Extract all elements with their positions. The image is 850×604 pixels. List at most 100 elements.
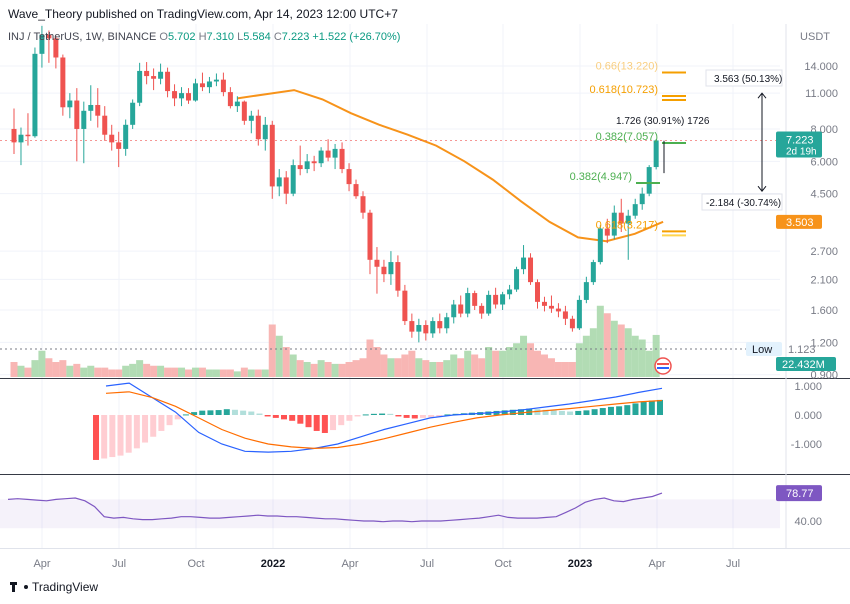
candle-body — [590, 262, 596, 283]
candle-body — [172, 91, 178, 99]
low-value: 5.584 — [243, 31, 271, 43]
volume-bar — [122, 365, 130, 377]
candle-body — [632, 204, 638, 216]
candle-body — [32, 53, 38, 137]
volume-bar — [178, 367, 186, 377]
candle-body — [241, 101, 247, 121]
candle-body — [437, 321, 443, 329]
macd-histogram-bar — [248, 411, 255, 415]
volume-bar — [310, 363, 318, 377]
volume-bar — [254, 369, 262, 377]
volume-bar — [485, 347, 493, 377]
macd-histogram-bar — [142, 415, 149, 443]
axes: Apr Jul Oct 2022 Apr Jul Oct 2023 Apr Jul USDT 14.0… — [0, 24, 850, 570]
ema-price-value: 3.503 — [786, 217, 814, 229]
candle-body — [255, 115, 261, 140]
volume-bar — [554, 362, 562, 377]
candle-body — [597, 228, 603, 263]
x-tick-label: Oct — [187, 558, 204, 570]
macd-histogram-bar — [297, 415, 304, 424]
close-label: C — [273, 31, 282, 43]
volume-bar — [38, 350, 46, 377]
volume-bar — [261, 369, 269, 377]
measure-box — [701, 193, 783, 211]
candle-body — [213, 79, 219, 82]
macd-histogram-bar — [493, 410, 500, 415]
macd-histogram-bar — [354, 415, 361, 417]
dividends-flag-icon — [654, 357, 672, 375]
candle-body — [179, 93, 185, 99]
candle-body — [199, 83, 205, 88]
candle-body — [283, 177, 289, 194]
high-value: 7.310 — [206, 31, 235, 43]
brand-name: TradingView — [32, 580, 99, 594]
open-value: 5.702 — [167, 31, 196, 43]
volume-bar — [568, 362, 576, 377]
fib-level-label: 0.382(4.947) — [570, 171, 632, 183]
macd-histogram-bar — [133, 415, 140, 449]
candle-body — [395, 262, 401, 291]
candle-body — [220, 79, 226, 93]
rsi-tick-label: 40.00 — [794, 516, 822, 528]
candle-body — [521, 257, 527, 270]
macd-histogram-bar — [223, 409, 230, 415]
candle-body — [311, 161, 317, 164]
tradingview-dot-icon — [24, 585, 28, 589]
macd-tick-label: 0.000 — [794, 410, 822, 422]
macd-histogram-bar — [117, 415, 124, 456]
volume-bar — [164, 367, 172, 377]
rsi-pane[interactable] — [0, 492, 780, 529]
measure-arrow-head — [757, 185, 767, 193]
volume-bar — [240, 367, 248, 377]
volume-bar — [429, 362, 437, 377]
candle-body — [444, 317, 450, 329]
macd-histogram-bar — [101, 415, 108, 459]
candle-body — [430, 321, 436, 334]
volume-bar — [499, 350, 507, 377]
symbol-name[interactable]: INJ / TetherUS, 1W, BINANCE — [8, 31, 157, 43]
macd-line — [105, 382, 663, 453]
fib-level-label: 0.618(10.723) — [590, 84, 659, 96]
candle-body — [514, 269, 520, 290]
volume-bar — [143, 363, 151, 377]
rsi-line — [7, 492, 663, 523]
volume-bar — [212, 369, 220, 377]
candle-body — [353, 184, 359, 197]
volume-bar — [492, 350, 500, 377]
macd-histogram-bar — [550, 410, 557, 415]
candle-body — [262, 124, 268, 140]
volume-bar — [443, 360, 451, 377]
price-pane[interactable]: 0.66(13.220) 0.618(10.723) 0.382(7.057) 0.3… — [0, 25, 783, 377]
tradingview-brand[interactable]: TradingView — [10, 580, 98, 594]
volume-bar — [303, 362, 311, 377]
candle-body — [507, 289, 513, 295]
candle-body — [486, 294, 492, 314]
macd-histogram-bar — [109, 415, 116, 458]
x-tick-label: 2023 — [568, 558, 592, 570]
volume-bar — [66, 365, 74, 377]
macd-pane[interactable] — [93, 382, 663, 460]
ema-price-tag — [776, 214, 822, 229]
candle-body — [548, 305, 554, 309]
volume-bar — [150, 365, 158, 377]
volume-bar — [191, 367, 199, 377]
low-label: Low — [752, 344, 772, 356]
candle-body — [130, 102, 136, 125]
change-value: +1.522 (+26.70%) — [312, 31, 401, 43]
volume-bar — [31, 360, 39, 377]
volume-bar — [450, 354, 458, 377]
volume-bar — [373, 347, 381, 377]
open-label: O — [159, 31, 168, 43]
volume-bar — [471, 354, 479, 377]
candle-body — [625, 215, 631, 224]
y-tick-label: 4.500 — [810, 189, 838, 201]
volume-bar — [575, 343, 583, 377]
candle-body — [541, 301, 547, 306]
candle-body — [472, 293, 478, 306]
candle-body — [346, 169, 352, 185]
candle-body — [102, 115, 108, 135]
macd-histogram-bar — [158, 415, 165, 431]
fib-level-label: 0.618(3.217) — [596, 219, 658, 231]
x-tick-label: Jul — [112, 558, 126, 570]
volume-bar — [157, 365, 165, 377]
